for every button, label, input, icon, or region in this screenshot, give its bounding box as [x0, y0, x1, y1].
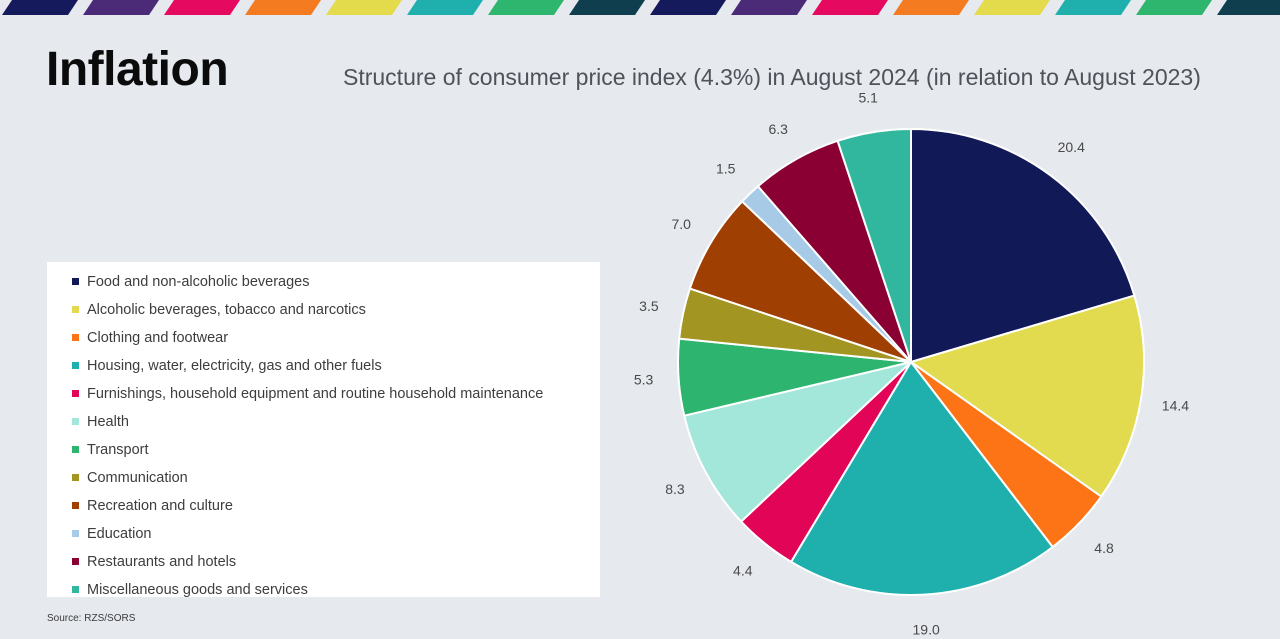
pie-slice: [789, 360, 1055, 596]
stripe-segment: [974, 0, 1050, 15]
slice-value-label: 4.8: [1094, 540, 1114, 556]
stripe-segment: [812, 0, 888, 15]
pie-slice: [908, 294, 1145, 498]
slice-value-label: 14.4: [1162, 398, 1189, 414]
legend-label: Alcoholic beverages, tobacco and narcoti…: [87, 302, 366, 318]
slice-value-label: 6.3: [768, 121, 788, 137]
pie-slice: [836, 127, 912, 363]
legend-label: Food and non-alcoholic beverages: [87, 274, 310, 290]
legend-label: Transport: [87, 442, 149, 458]
legend-item: Transport: [47, 436, 600, 464]
legend-label: Communication: [87, 470, 188, 486]
legend-item: Education: [47, 520, 600, 548]
stripe-segment: [245, 0, 321, 15]
legend-label: Furnishings, household equipment and rou…: [87, 386, 544, 402]
legend-label: Clothing and footwear: [87, 330, 229, 346]
chart-legend: Food and non-alcoholic beverages Alcoholi…: [47, 262, 600, 598]
legend-swatch: [72, 390, 79, 397]
legend-label: Recreation and culture: [87, 498, 233, 514]
legend-item: Alcoholic beverages, tobacco and narcoti…: [47, 296, 600, 324]
slice-value-label: 5.1: [859, 89, 879, 105]
legend-item: Health: [47, 408, 600, 436]
legend-item: Communication: [47, 464, 600, 492]
legend-list: Food and non-alcoholic beverages Alcoholi…: [47, 262, 600, 604]
legend-swatch: [72, 446, 79, 453]
slice-value-label: 19.0: [913, 622, 940, 638]
legend-swatch: [72, 530, 79, 537]
legend-swatch: [72, 502, 79, 509]
legend-label: Health: [87, 414, 129, 430]
slice-value-label: 7.0: [671, 216, 691, 232]
stripe-segment: [488, 0, 564, 15]
legend-swatch: [72, 306, 79, 313]
stripe-segment: [1136, 0, 1212, 15]
source-note: Source: RZS/SORS: [47, 613, 136, 624]
stripe-segment: [326, 0, 402, 15]
stripe-segment: [1055, 0, 1131, 15]
stripe-segment: [893, 0, 969, 15]
stripe-segment: [1217, 0, 1280, 15]
legend-item: Recreation and culture: [47, 492, 600, 520]
legend-swatch: [72, 418, 79, 425]
slice-value-label: 20.4: [1058, 139, 1085, 155]
legend-item: Clothing and footwear: [47, 324, 600, 352]
legend-swatch: [72, 586, 79, 593]
legend-swatch: [72, 278, 79, 285]
legend-item: Furnishings, household equipment and rou…: [47, 380, 600, 408]
decorative-stripe-band: [2, 0, 1280, 15]
legend-swatch: [72, 558, 79, 565]
stripe-segment: [650, 0, 726, 15]
legend-swatch: [72, 334, 79, 341]
legend-swatch: [72, 474, 79, 481]
pie-slice: [683, 360, 915, 523]
slice-value-label: 3.5: [639, 298, 659, 314]
pie-slice: [688, 200, 912, 363]
stripe-segment: [2, 0, 78, 15]
slice-value-label: 5.3: [634, 372, 654, 388]
legend-item: Restaurants and hotels: [47, 548, 600, 576]
stripe-segment: [407, 0, 483, 15]
stripe-segment: [164, 0, 240, 15]
legend-item: Miscellaneous goods and services: [47, 576, 600, 604]
slice-value-label: 4.4: [733, 563, 753, 579]
legend-label: Housing, water, electricity, gas and oth…: [87, 358, 382, 374]
pie-slice: [910, 127, 1136, 364]
legend-item: Housing, water, electricity, gas and oth…: [47, 352, 600, 380]
legend-label: Restaurants and hotels: [87, 554, 237, 570]
legend-label: Miscellaneous goods and services: [87, 582, 308, 598]
stripe-segment: [731, 0, 807, 15]
legend-label: Education: [87, 526, 152, 542]
slice-value-label: 8.3: [665, 481, 685, 497]
stripe-segment: [83, 0, 159, 15]
page-title: Inflation: [46, 43, 229, 96]
legend-item: Food and non-alcoholic beverages: [47, 268, 600, 296]
slice-value-label: 1.5: [716, 160, 736, 176]
stripe-segment: [569, 0, 645, 15]
chart-title: Structure of consumer price index (4.3%)…: [343, 64, 1201, 90]
legend-swatch: [72, 362, 79, 369]
